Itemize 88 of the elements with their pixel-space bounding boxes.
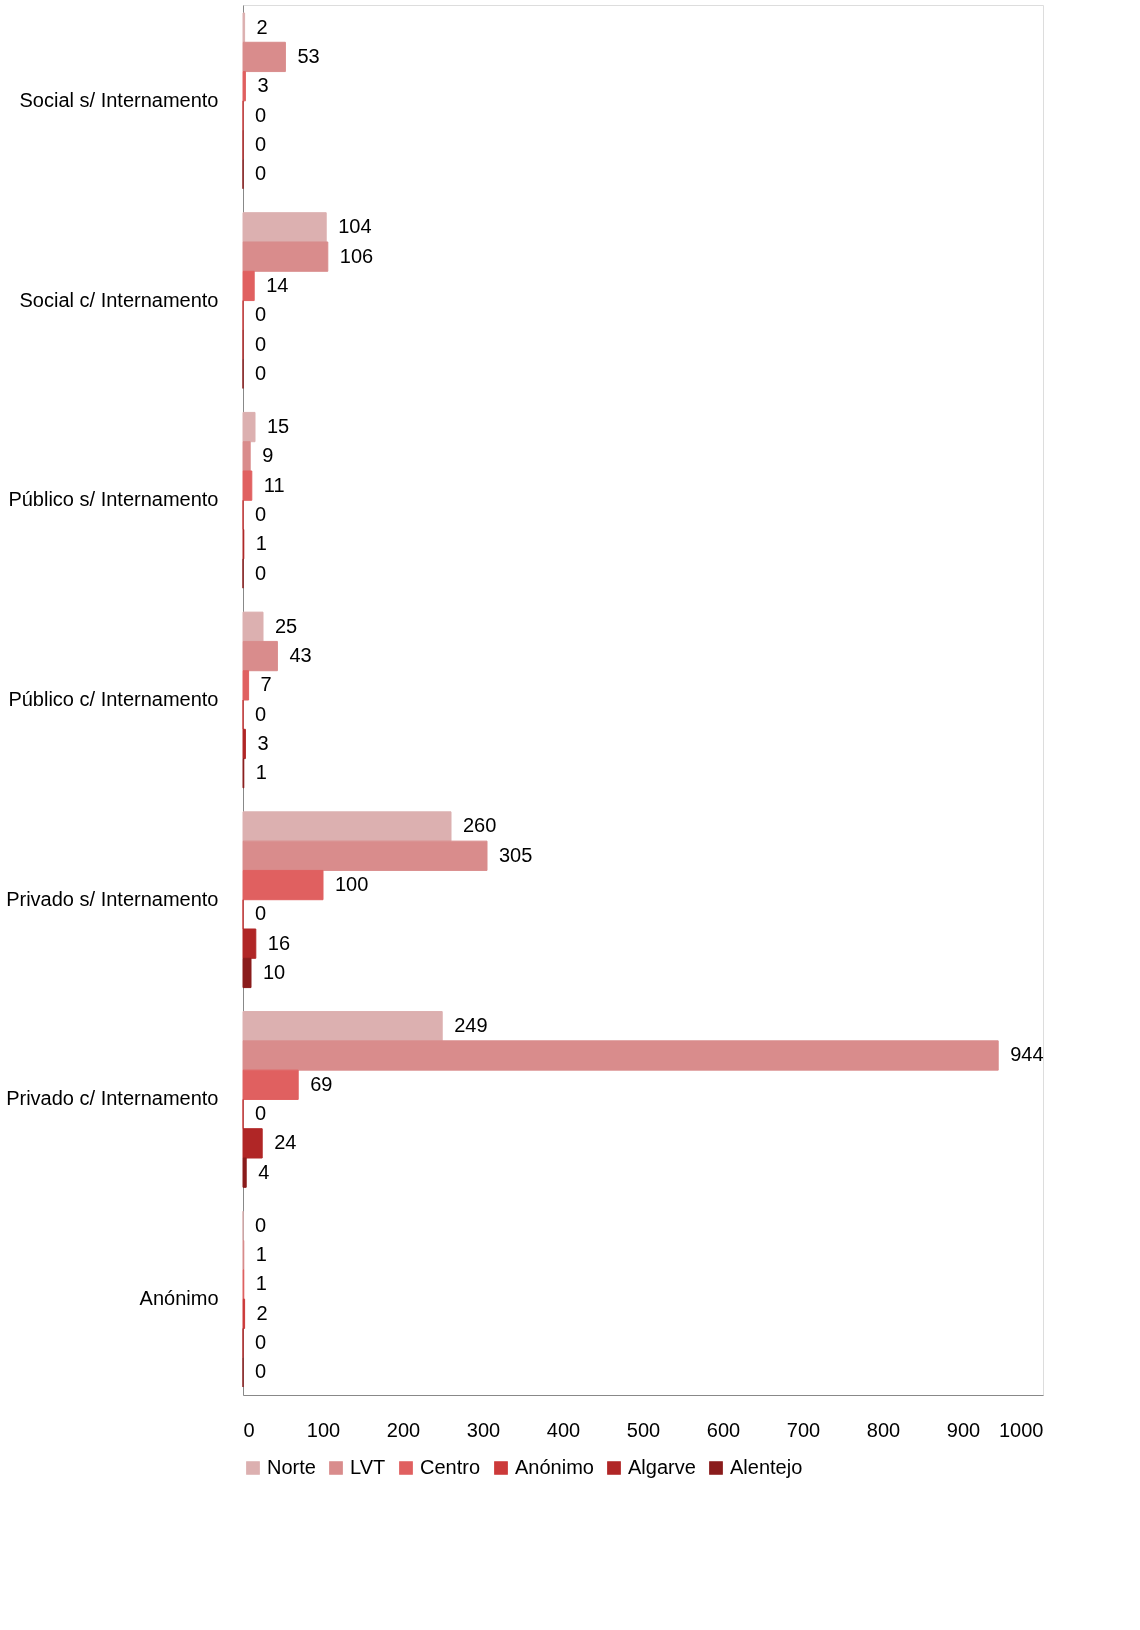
- x-tick-label: 200: [386, 1418, 421, 1441]
- data-label: 2: [256, 15, 268, 38]
- data-label: 100: [335, 873, 369, 896]
- x-tick-label: 500: [626, 1418, 661, 1441]
- data-label: 0: [255, 303, 267, 326]
- bar: [242, 811, 452, 842]
- data-label: 0: [255, 361, 267, 384]
- legend-label: Centro: [420, 1456, 481, 1478]
- data-label: 3: [257, 731, 269, 754]
- bar: [242, 728, 246, 760]
- data-label: 2: [256, 1301, 268, 1324]
- data-label: 106: [339, 244, 374, 267]
- bar: [242, 441, 251, 472]
- x-tick-label: 400: [546, 1418, 581, 1441]
- bar: [242, 957, 252, 989]
- x-tick-label: 700: [786, 1418, 821, 1441]
- data-label: 0: [255, 332, 267, 355]
- y-tick-label: Privado c/ Internamento: [6, 1087, 219, 1110]
- data-label: 4: [258, 1160, 270, 1183]
- x-tick-label: 900: [946, 1418, 981, 1441]
- data-label: 0: [255, 902, 267, 925]
- y-tick-label: Público s/ Internamento: [8, 488, 219, 511]
- x-tick-label: 100: [306, 1418, 341, 1441]
- x-tick-label: 300: [466, 1418, 501, 1441]
- data-label: 69: [310, 1072, 333, 1095]
- bar: [242, 840, 488, 871]
- y-tick-label: Social c/ Internamento: [19, 288, 219, 311]
- data-label: 1: [255, 1243, 267, 1266]
- bar: [242, 869, 324, 901]
- data-label: 944: [1010, 1043, 1044, 1066]
- data-label: 0: [255, 132, 267, 155]
- bar: [242, 1069, 299, 1100]
- data-label: 0: [255, 561, 267, 584]
- y-tick-label: Privado s/ Internamento: [6, 887, 219, 910]
- bar: [242, 241, 329, 272]
- legend-label: Algarve: [628, 1456, 696, 1478]
- data-label: 10: [263, 960, 286, 983]
- y-tick-label: Público c/ Internamento: [8, 688, 219, 710]
- bar: [242, 212, 327, 243]
- data-label: 104: [338, 215, 372, 238]
- data-label: 1: [255, 761, 267, 784]
- x-tick-label: 1000: [999, 1418, 1044, 1441]
- bar: [242, 640, 278, 672]
- data-label: 0: [255, 702, 267, 725]
- bar: [242, 1128, 263, 1159]
- bar: [242, 270, 255, 302]
- data-label: 0: [255, 103, 267, 126]
- bar: [242, 1040, 999, 1071]
- legend-label: Alentejo: [730, 1456, 803, 1478]
- data-label: 0: [255, 1102, 267, 1125]
- bar: [242, 1011, 443, 1042]
- bar: [242, 470, 253, 501]
- data-label: 0: [255, 502, 267, 525]
- data-label: 305: [499, 843, 533, 866]
- data-label: 11: [263, 473, 285, 496]
- data-label: 1: [255, 532, 267, 555]
- data-label: 25: [275, 614, 298, 637]
- x-tick-label: 600: [706, 1418, 741, 1441]
- data-label: 53: [297, 44, 320, 67]
- data-label: 24: [274, 1131, 297, 1154]
- data-label: 1: [255, 1272, 267, 1295]
- x-tick-label: 0: [243, 1418, 255, 1441]
- data-label: 15: [267, 415, 290, 438]
- data-label: 14: [266, 273, 289, 296]
- data-label: 260: [463, 814, 497, 837]
- data-label: 249: [454, 1014, 488, 1037]
- legend-label: Norte: [267, 1456, 316, 1478]
- legend-label: LVT: [350, 1456, 386, 1478]
- data-label: 0: [255, 1213, 267, 1236]
- y-tick-label: Social s/ Internamento: [19, 88, 219, 111]
- bar: [242, 411, 256, 443]
- data-label: 0: [255, 1360, 267, 1383]
- bar: [242, 670, 250, 701]
- bar: [242, 71, 246, 102]
- bar: [242, 928, 257, 959]
- data-label: 9: [262, 444, 274, 467]
- data-label: 0: [255, 162, 267, 185]
- data-label: 0: [255, 1331, 267, 1354]
- y-tick-label: Anónimo: [139, 1287, 219, 1310]
- legend-label: Anónimo: [515, 1456, 594, 1478]
- bar: [242, 1157, 247, 1188]
- data-label: 43: [289, 644, 312, 667]
- bar: [242, 41, 286, 73]
- data-label: 3: [257, 74, 269, 97]
- bar: [242, 611, 264, 642]
- data-label: 16: [267, 931, 291, 954]
- x-tick-label: 800: [866, 1418, 901, 1441]
- data-label: 7: [260, 673, 272, 696]
